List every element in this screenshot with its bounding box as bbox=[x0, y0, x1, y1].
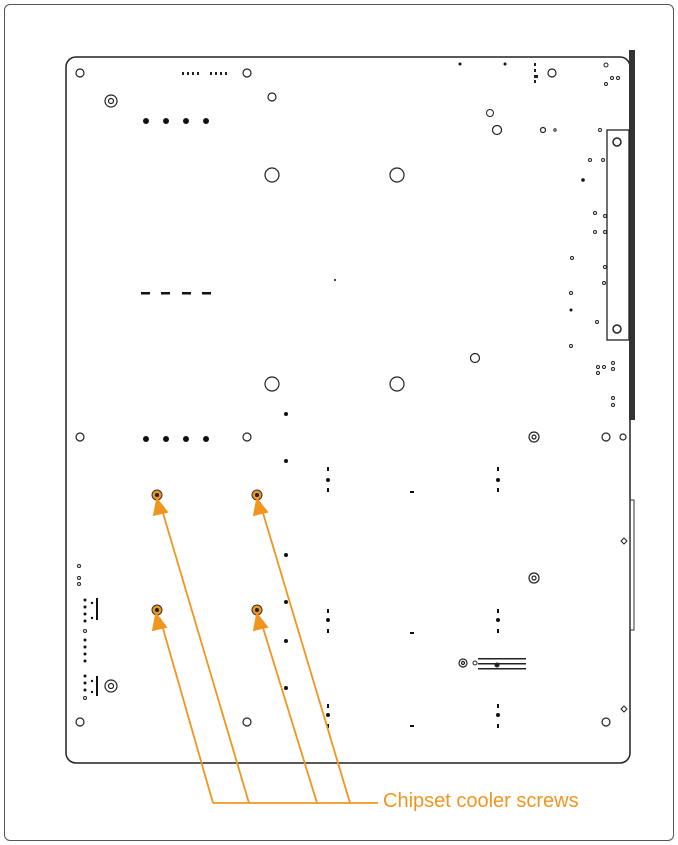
leader-top-right bbox=[259, 502, 351, 804]
arrowhead-top-left bbox=[152, 496, 169, 517]
component-dots bbox=[141, 62, 585, 690]
standoff-rings bbox=[104, 94, 627, 693]
leader-bottom-right bbox=[259, 617, 318, 804]
left-connector-pins bbox=[83, 598, 98, 696]
rear-io-bracket bbox=[606, 129, 630, 341]
screw-bottom-left bbox=[151, 604, 163, 616]
io-edge-strip-lower bbox=[629, 499, 635, 631]
callout-label: Chipset cooler screws bbox=[383, 790, 579, 812]
diagram-frame bbox=[4, 4, 674, 841]
io-edge-strip bbox=[629, 50, 635, 420]
small-vias bbox=[77, 62, 620, 700]
header-pins-top bbox=[182, 63, 538, 83]
board-outline bbox=[65, 56, 631, 764]
leader-bottom-left bbox=[159, 617, 214, 804]
callout-leaders bbox=[151, 496, 378, 804]
chipset-cooler-screws bbox=[151, 489, 263, 616]
bracket-hole-bottom bbox=[612, 324, 622, 334]
mounting-holes bbox=[75, 68, 611, 727]
bracket-hole-top bbox=[612, 137, 622, 147]
vertical-headers bbox=[326, 467, 500, 728]
diamond-markers bbox=[620, 537, 628, 713]
arrowhead-bottom-left bbox=[151, 611, 168, 632]
leader-top-left bbox=[159, 502, 250, 804]
connector-grid bbox=[478, 658, 526, 670]
arrowhead-top-right bbox=[252, 496, 269, 517]
arrowhead-bottom-right bbox=[252, 611, 269, 632]
